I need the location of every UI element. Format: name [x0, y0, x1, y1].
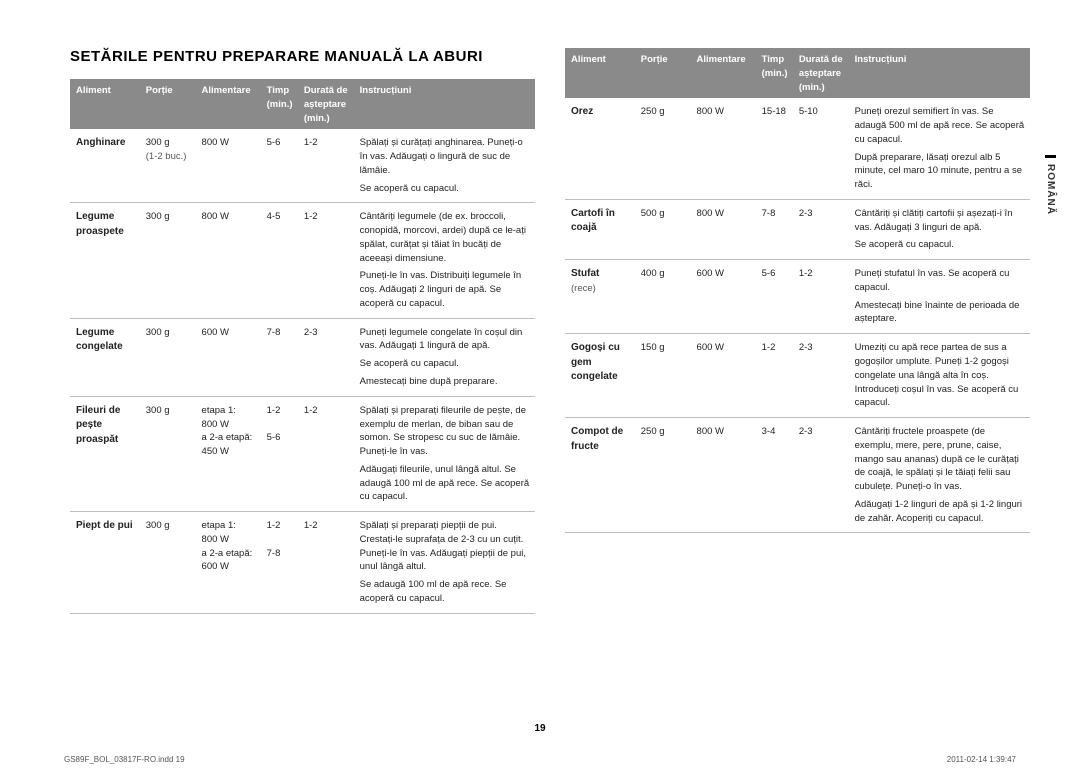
table-row: Orez250 g800 W15-185-10Puneți orezul sem… [565, 98, 1030, 199]
table-row: Legume proaspete300 g800 W4-51-2Cântăriț… [70, 203, 535, 318]
page-number: 19 [534, 723, 545, 734]
th-alimentare: Alimentare [691, 48, 756, 98]
table-row: Piept de pui300 getapa 1: 800 W a 2-a et… [70, 512, 535, 614]
steam-table-right: Aliment Porție Alimentare Timp (min.) Du… [565, 48, 1030, 533]
th-timp: Timp (min.) [261, 79, 298, 129]
table-row: Fileuri de pește proaspăt300 getapa 1: 8… [70, 396, 535, 511]
th-timp: Timp (min.) [756, 48, 793, 98]
th-portie: Porție [140, 79, 196, 129]
steam-table-left: Aliment Porție Alimentare Timp (min.) Du… [70, 79, 535, 614]
language-tab: ROMÂNĂ [1045, 155, 1056, 215]
footer-timestamp: 2011-02-14 1:39:47 [947, 755, 1016, 764]
table-row: Legume congelate300 g600 W7-82-3Puneți l… [70, 318, 535, 396]
th-instr: Instrucțiuni [354, 79, 535, 129]
th-instr: Instrucțiuni [849, 48, 1030, 98]
table-row: Compot de fructe250 g800 W3-42-3Cântăriț… [565, 418, 1030, 533]
table-row: Cartofi în coajă500 g800 W7-82-3Cântăriț… [565, 199, 1030, 259]
th-durata: Durată de așteptare (min.) [793, 48, 849, 98]
table-row: Anghinare300 g(1-2 buc.)800 W5-61-2Spăla… [70, 129, 535, 203]
footer-file: GS89F_BOL_03817F-RO.indd 19 [64, 755, 185, 764]
th-portie: Porție [635, 48, 691, 98]
th-alimentare: Alimentare [196, 79, 261, 129]
th-aliment: Aliment [70, 79, 140, 129]
th-aliment: Aliment [565, 48, 635, 98]
table-row: Stufat(rece)400 g600 W5-61-2Puneți stufa… [565, 260, 1030, 334]
th-durata: Durată de așteptare (min.) [298, 79, 354, 129]
table-row: Gogoși cu gem congelate150 g600 W1-22-3U… [565, 334, 1030, 418]
page-title: SETĂRILE PENTRU PREPARARE MANUALĂ LA ABU… [70, 48, 535, 65]
